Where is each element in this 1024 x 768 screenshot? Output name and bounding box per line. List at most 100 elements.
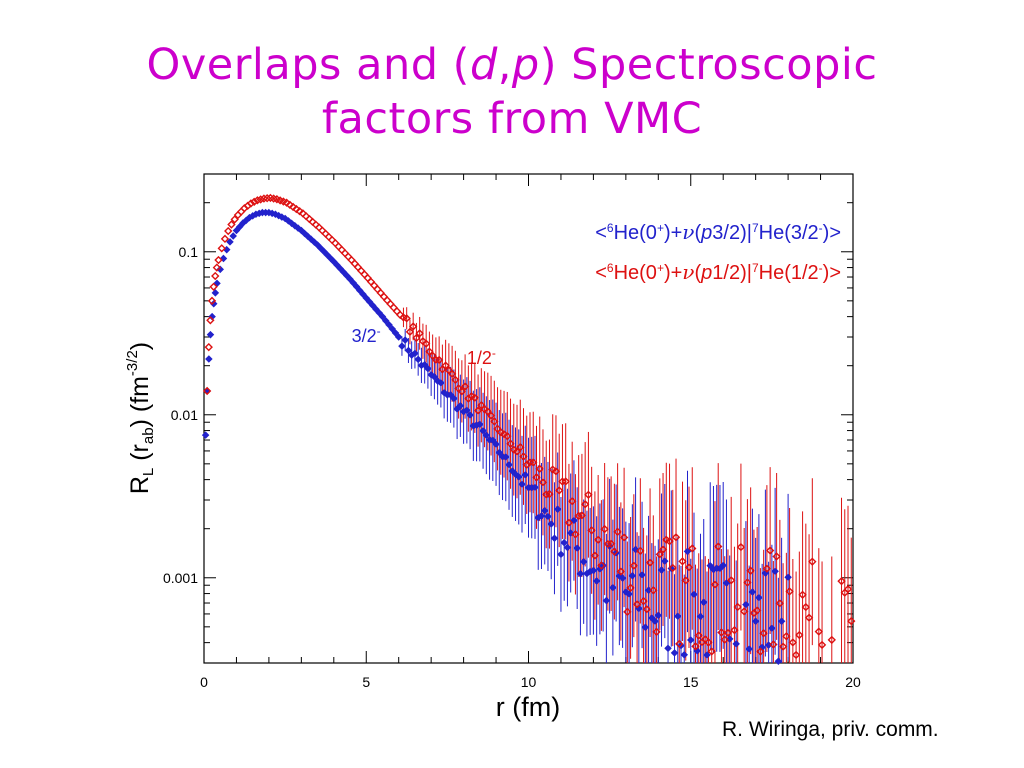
blue-point: [654, 611, 663, 620]
blue-point: [531, 483, 539, 492]
legend-blue-plus: +: [657, 221, 664, 235]
blue-point: [226, 238, 234, 246]
red-point: [580, 500, 590, 509]
red-point: [535, 464, 544, 474]
legend-blue-nu: ν: [682, 220, 694, 244]
red-point: [214, 255, 223, 265]
blue-point: [495, 448, 504, 457]
blue-point: [537, 512, 546, 520]
red-point: [623, 607, 632, 617]
legend-red-p: p: [700, 262, 712, 284]
red-point: [817, 640, 827, 650]
blue-point: [514, 473, 523, 481]
red-point: [746, 566, 755, 575]
legend-red-plus: +: [657, 261, 664, 275]
blue-point: [378, 312, 387, 321]
y-tick-label: 0.1: [179, 244, 199, 260]
blue-point: [232, 226, 241, 235]
red-point: [606, 539, 616, 548]
red-point: [532, 473, 541, 482]
red-point: [460, 382, 470, 391]
red-point: [249, 197, 259, 207]
red-point: [691, 642, 700, 651]
blue-point: [463, 406, 471, 415]
blue-point: [657, 566, 666, 574]
blue-point: [745, 645, 753, 653]
blue-point: [352, 282, 361, 291]
blue-point: [482, 431, 491, 439]
blue-point: [411, 349, 419, 358]
title-italic-p: p: [511, 40, 540, 90]
blue-point: [505, 461, 513, 469]
title-comma: ,: [497, 40, 512, 90]
x-tick-label: 5: [362, 674, 370, 690]
blue-point: [550, 534, 559, 543]
blue-point: [661, 557, 669, 565]
red-point: [246, 199, 256, 208]
red-point: [295, 207, 304, 216]
red-point: [765, 546, 775, 555]
slide-title-line-1: Overlaps and (d,p) Spectroscopic: [0, 38, 1024, 92]
blue-point: [206, 330, 215, 339]
red-point: [457, 387, 467, 396]
y-axis-title: RL (rab) (fm-3/2): [124, 342, 157, 494]
red-point: [827, 635, 836, 645]
credit-text: R. Wiringa, priv. comm.: [722, 718, 939, 741]
red-point: [538, 478, 548, 487]
blue-point: [602, 596, 611, 605]
blue-point: [664, 644, 672, 653]
red-point: [632, 600, 642, 609]
red-point: [710, 580, 720, 589]
red-point: [801, 602, 811, 612]
red-point: [642, 605, 652, 614]
red-point: [629, 561, 639, 570]
blue-point: [725, 635, 734, 643]
red-point: [584, 490, 593, 499]
legend-red-end: )>: [823, 262, 841, 284]
legend-red-he0: He(0: [614, 262, 657, 284]
red-point: [639, 596, 648, 606]
red-point: [785, 587, 794, 596]
blue-point: [777, 617, 786, 625]
red-point: [782, 632, 791, 641]
red-point: [837, 576, 846, 586]
red-point: [743, 578, 752, 587]
red-point: [285, 200, 295, 210]
red-point: [561, 477, 570, 486]
red-point: [658, 545, 668, 554]
red-point: [545, 489, 554, 499]
blue-point: [540, 506, 549, 515]
blue-point: [404, 346, 413, 355]
red-point: [772, 552, 781, 561]
legend-blue-paren: (: [694, 222, 701, 244]
blue-point: [680, 651, 689, 659]
legend-blue-mass7: 7: [752, 221, 759, 235]
y-tick-label: 0.01: [171, 407, 198, 423]
blue-point: [618, 574, 627, 582]
red-point: [207, 296, 217, 306]
blue-point: [768, 624, 776, 632]
blue-point: [381, 316, 390, 325]
red-point: [636, 546, 645, 556]
red-point: [675, 639, 684, 649]
red-point: [516, 443, 525, 452]
legend-blue-end: )>: [823, 222, 841, 244]
slide-title: Overlaps and (d,p) Spectroscopic factors…: [0, 38, 1024, 146]
legend-blue-prefix: <: [595, 222, 607, 244]
blue-point: [294, 224, 302, 232]
blue-point: [576, 570, 585, 578]
blue-point: [690, 590, 698, 599]
red-point: [486, 411, 496, 420]
blue-point: [748, 588, 757, 596]
blue-point: [742, 600, 750, 609]
red-point: [756, 647, 765, 656]
legend-blue-mid: )+: [664, 222, 682, 244]
red-point: [678, 557, 687, 566]
red-point: [619, 533, 629, 542]
blue-point: [771, 567, 779, 576]
red-point: [503, 431, 512, 441]
red-point: [597, 561, 606, 570]
blue-point: [683, 547, 692, 556]
red-point: [769, 640, 778, 649]
annotation-sup: -: [492, 346, 496, 360]
